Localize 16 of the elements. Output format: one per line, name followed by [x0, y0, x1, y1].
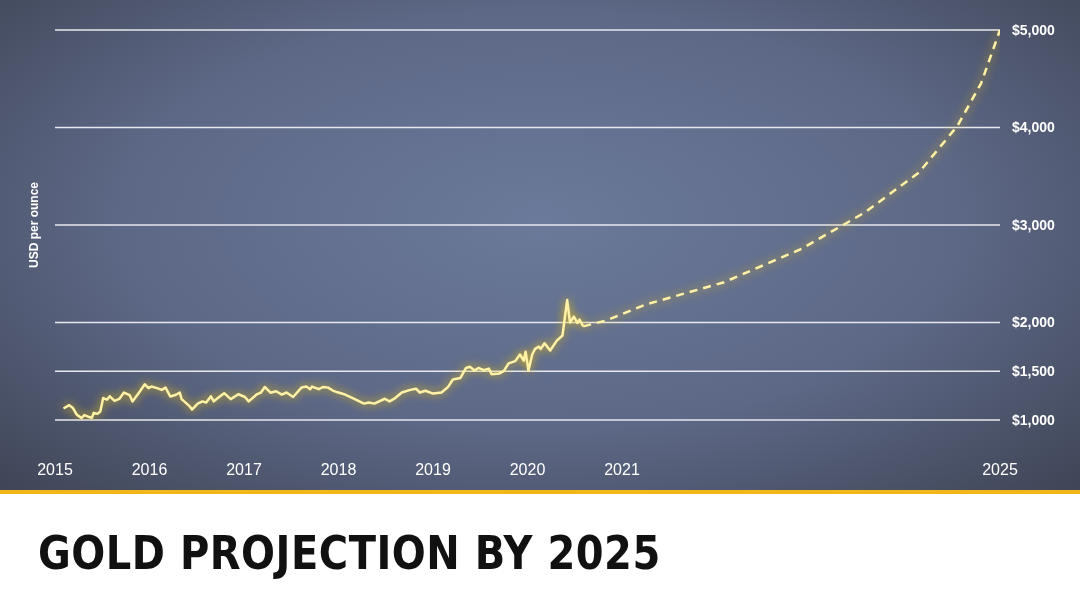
- y-tick-label: $3,000: [1012, 216, 1056, 233]
- y-tick-label: $5,000: [1012, 21, 1056, 38]
- x-tick-label: 2018: [320, 461, 357, 479]
- x-tick-label: 2016: [131, 461, 168, 479]
- text: GOLD PROJECTION BY 2025: [38, 526, 661, 580]
- y-tick-label: $4,000: [1012, 119, 1056, 136]
- y-tick-label: $1,000: [1012, 411, 1056, 428]
- y-axis-title: USD per ounce: [27, 181, 41, 269]
- x-tick-label: 2019: [415, 461, 451, 479]
- x-tick-label: 2020: [509, 461, 546, 479]
- x-tick-label: 2015: [37, 461, 73, 479]
- y-tick-label: $1,500: [1012, 363, 1056, 380]
- y-tick-label: $2,000: [1012, 314, 1056, 331]
- x-tick-label: 2021: [604, 461, 640, 479]
- x-tick-label: 2017: [226, 461, 262, 479]
- x-tick-label: 2025: [982, 461, 1018, 479]
